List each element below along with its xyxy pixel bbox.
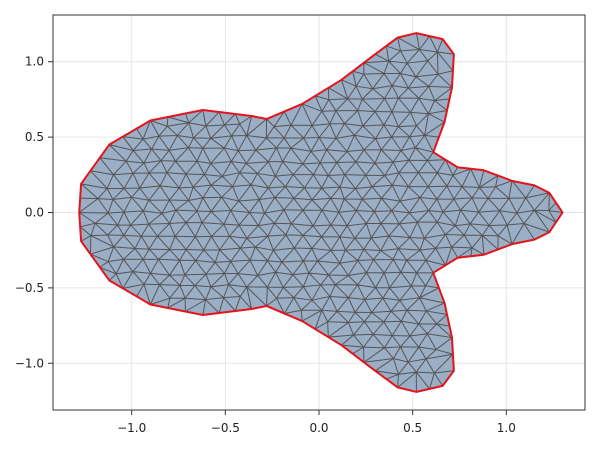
x-tick-label: −0.5 [211, 421, 240, 435]
y-axis-tick-labels: −1.0 −0.5 0.0 0.5 1.0 [15, 55, 44, 371]
x-tick-label: 1.0 [497, 421, 516, 435]
y-tick-label: 0.0 [25, 206, 44, 220]
x-tick-label: 0.5 [403, 421, 422, 435]
y-tick-label: 1.0 [25, 55, 44, 69]
y-tick-label: 0.5 [25, 130, 44, 144]
y-tick-label: −0.5 [15, 281, 44, 295]
x-tick-label: 0.0 [309, 421, 328, 435]
domain-boundary [78, 32, 564, 393]
boundary-outline [78, 32, 564, 393]
triangular-mesh [78, 32, 564, 393]
mesh-triangles [78, 32, 564, 393]
x-axis-tick-labels: −1.0 −0.5 0.0 0.5 1.0 [117, 421, 516, 435]
axis-ticks [48, 61, 507, 415]
y-tick-label: −1.0 [15, 356, 44, 370]
x-tick-label: −1.0 [117, 421, 146, 435]
